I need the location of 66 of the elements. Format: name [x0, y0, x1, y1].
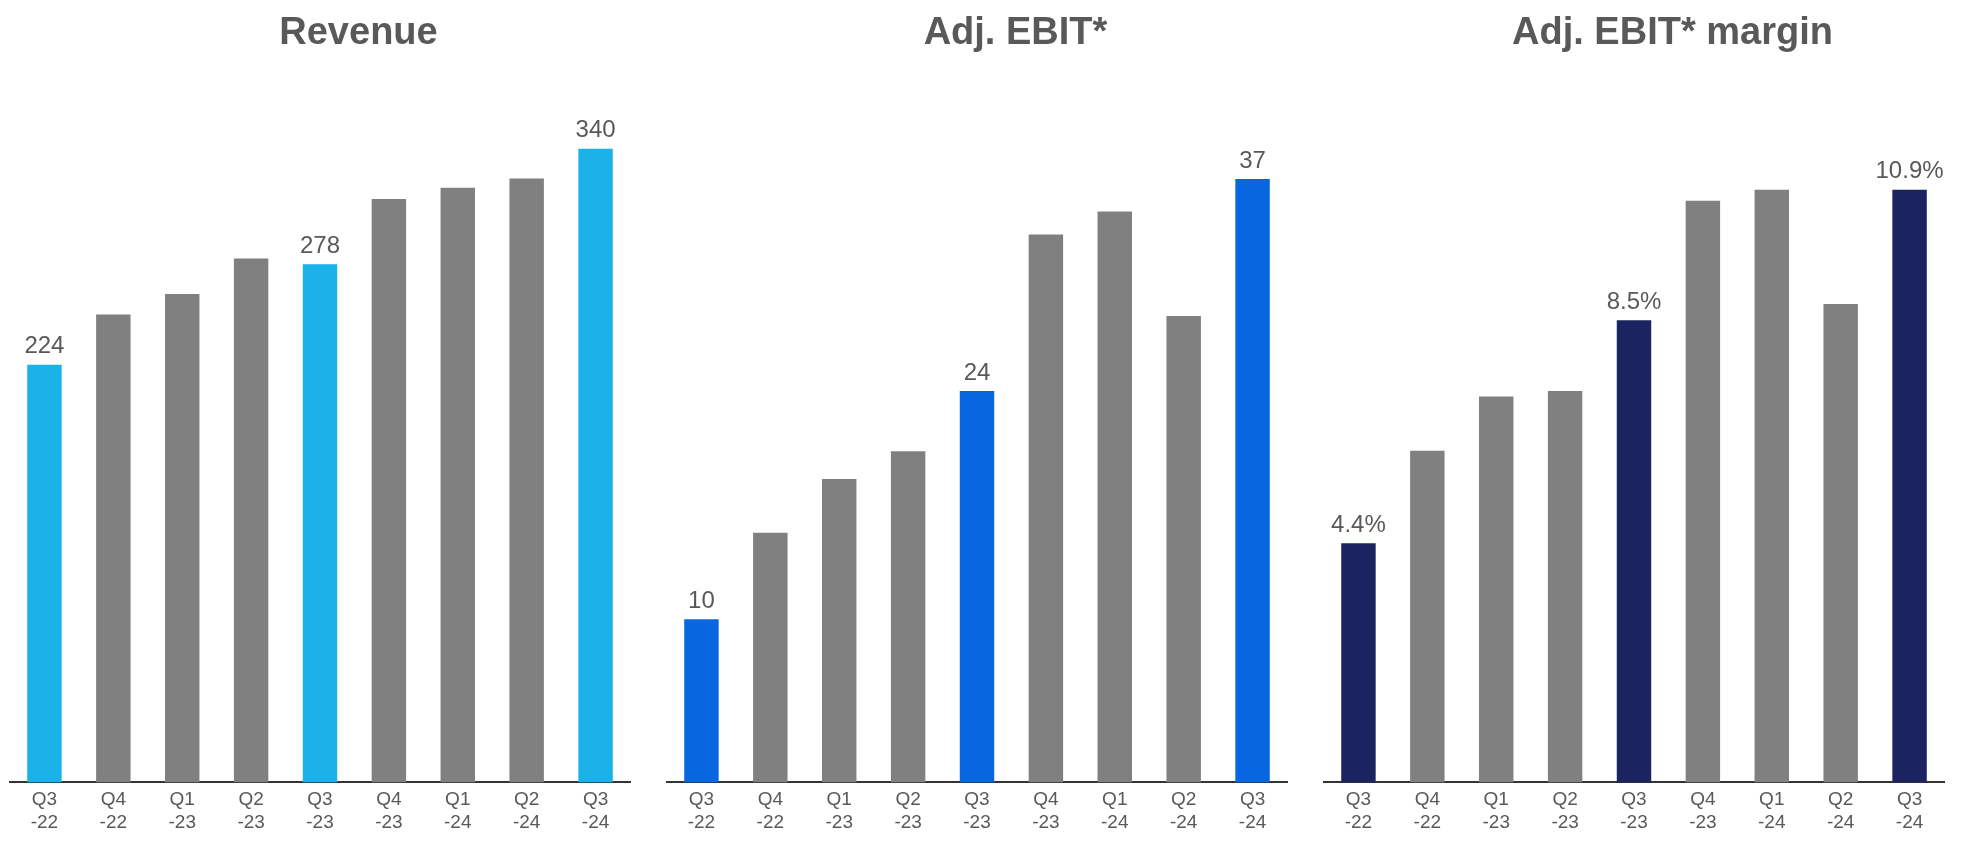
- bar: [1823, 303, 1858, 783]
- chart-title: Adj. EBIT* margin: [1511, 9, 1834, 54]
- x-tick-label: Q2 -23: [1551, 788, 1579, 832]
- bar: [371, 198, 407, 783]
- bar: [578, 148, 613, 783]
- data-label: 278: [299, 230, 341, 258]
- x-tick-label: Q4 -22: [1413, 788, 1442, 832]
- x-tick-label: Q4 -23: [375, 788, 403, 832]
- x-tick-label: Q2 -24: [1826, 788, 1855, 832]
- data-label: 10: [688, 585, 715, 613]
- bar: [509, 178, 544, 783]
- bar: [1892, 189, 1927, 783]
- data-label: 10.9%: [1875, 156, 1944, 184]
- x-tick-label: Q3 -24: [1238, 788, 1267, 832]
- x-tick-label: Q3 -23: [963, 788, 991, 832]
- x-tick-label: Q4 -23: [1689, 788, 1717, 832]
- x-tick-label: Q2 -23: [894, 788, 922, 832]
- bar: [165, 294, 200, 783]
- data-label: 224: [24, 331, 65, 359]
- x-tick-label: Q2 -23: [237, 788, 265, 832]
- data-label: 24: [963, 357, 991, 385]
- x-tick-label: Q4 -23: [1032, 788, 1060, 832]
- bar: [1479, 396, 1514, 783]
- bar: [1235, 178, 1270, 783]
- bar: [1754, 189, 1789, 783]
- x-tick-label: Q3 -22: [687, 788, 716, 832]
- bar: [1547, 390, 1583, 783]
- bar: [1028, 234, 1064, 783]
- data-label: 37: [1239, 145, 1266, 173]
- x-tick-label: Q4 -22: [756, 788, 785, 832]
- bar: [233, 258, 269, 783]
- bar: [96, 314, 131, 783]
- bar: [1410, 450, 1445, 783]
- x-tick-label: Q3 -24: [581, 788, 610, 832]
- bar: [1341, 543, 1376, 783]
- bar: [684, 619, 719, 783]
- bar: [753, 532, 788, 783]
- bar: [1685, 200, 1721, 783]
- bar: [302, 264, 338, 783]
- x-tick-label: Q1 -23: [168, 788, 196, 832]
- x-tick-label: Q3 -22: [30, 788, 59, 832]
- bar: [1616, 320, 1652, 783]
- x-tick-label: Q1 -23: [1482, 788, 1510, 832]
- chart-title: Revenue: [278, 9, 439, 54]
- bar: [27, 364, 62, 783]
- x-tick-label: Q3 -24: [1895, 788, 1924, 832]
- x-tick-label: Q4 -22: [99, 788, 128, 832]
- bar: [440, 187, 475, 783]
- bar: [959, 390, 995, 783]
- bar: [1097, 211, 1132, 783]
- bar: [1166, 315, 1201, 783]
- bar: [822, 479, 857, 783]
- x-tick-label: Q3 -23: [1620, 788, 1648, 832]
- chart-title: Adj. EBIT*: [922, 9, 1109, 54]
- x-tick-label: Q1 -24: [444, 788, 472, 832]
- x-tick-label: Q2 -24: [1169, 788, 1198, 832]
- x-tick-label: Q1 -24: [1758, 788, 1786, 832]
- x-tick-label: Q1 -23: [825, 788, 853, 832]
- x-tick-label: Q2 -24: [512, 788, 541, 832]
- x-tick-label: Q3 -22: [1344, 788, 1373, 832]
- x-tick-label: Q1 -24: [1101, 788, 1129, 832]
- x-tick-label: Q3 -23: [306, 788, 334, 832]
- data-label: 8.5%: [1606, 286, 1662, 314]
- data-label: 4.4%: [1331, 509, 1386, 537]
- data-label: 340: [575, 115, 616, 143]
- bar: [890, 451, 926, 783]
